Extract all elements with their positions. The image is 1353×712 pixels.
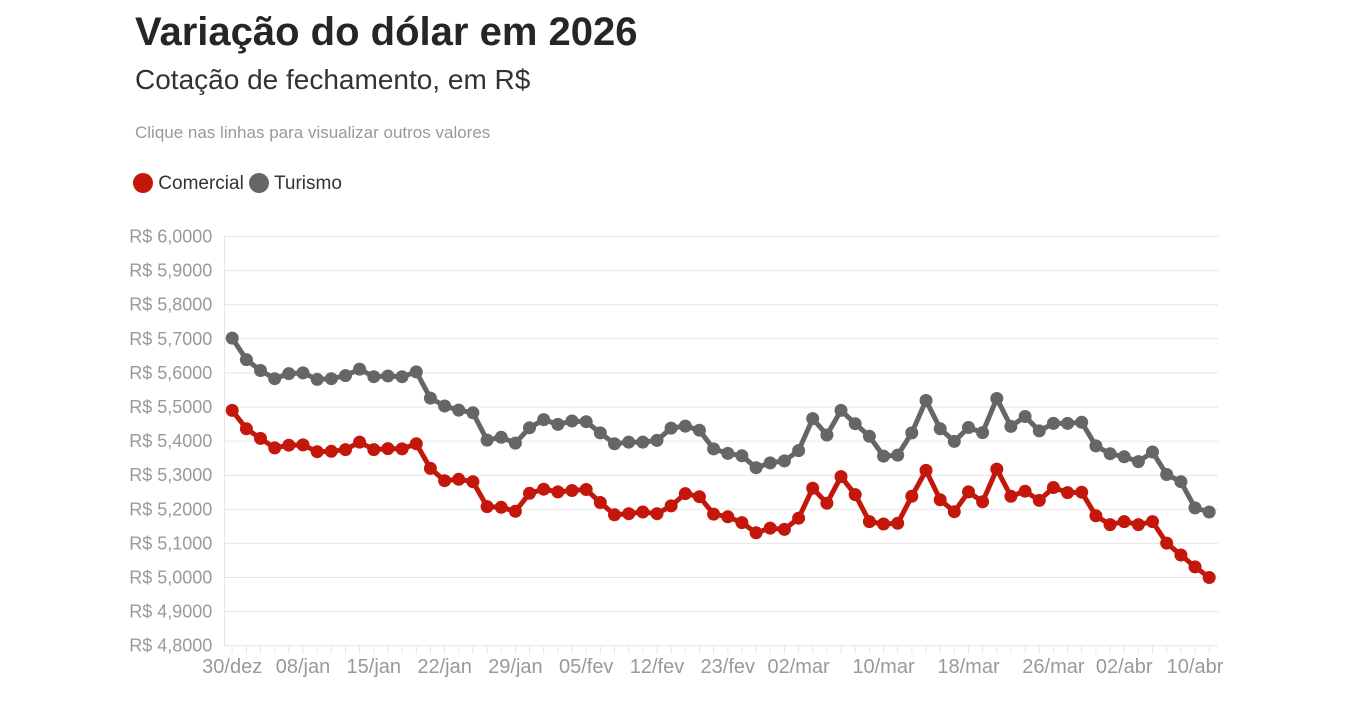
svg-text:R$ 5,2000: R$ 5,2000 bbox=[129, 499, 212, 519]
svg-text:29/jan: 29/jan bbox=[488, 656, 543, 678]
svg-text:R$ 5,4000: R$ 5,4000 bbox=[129, 431, 212, 451]
svg-text:R$ 5,0000: R$ 5,0000 bbox=[129, 568, 212, 588]
svg-text:10/mar: 10/mar bbox=[852, 656, 915, 678]
svg-text:R$ 6,0000: R$ 6,0000 bbox=[129, 227, 212, 247]
svg-text:R$ 5,1000: R$ 5,1000 bbox=[129, 533, 212, 553]
svg-text:02/mar: 02/mar bbox=[767, 656, 830, 678]
svg-text:R$ 5,8000: R$ 5,8000 bbox=[129, 295, 212, 315]
svg-text:18/mar: 18/mar bbox=[937, 656, 1000, 678]
svg-text:R$ 5,3000: R$ 5,3000 bbox=[129, 465, 212, 485]
svg-text:R$ 5,6000: R$ 5,6000 bbox=[129, 363, 212, 383]
svg-text:23/fev: 23/fev bbox=[701, 656, 755, 678]
svg-text:02/abr: 02/abr bbox=[1096, 656, 1153, 678]
svg-text:12/fev: 12/fev bbox=[630, 656, 684, 678]
svg-text:10/abr: 10/abr bbox=[1167, 656, 1224, 678]
svg-text:22/jan: 22/jan bbox=[417, 656, 472, 678]
svg-text:15/jan: 15/jan bbox=[347, 656, 402, 678]
svg-text:R$ 4,9000: R$ 4,9000 bbox=[129, 602, 212, 622]
svg-text:05/fev: 05/fev bbox=[559, 656, 613, 678]
svg-text:08/jan: 08/jan bbox=[276, 656, 331, 678]
svg-text:26/mar: 26/mar bbox=[1022, 656, 1085, 678]
svg-text:30/dez: 30/dez bbox=[202, 656, 262, 678]
svg-text:R$ 5,5000: R$ 5,5000 bbox=[129, 397, 212, 417]
svg-text:R$ 4,8000: R$ 4,8000 bbox=[129, 636, 212, 656]
svg-text:R$ 5,9000: R$ 5,9000 bbox=[129, 261, 212, 281]
svg-text:R$ 5,7000: R$ 5,7000 bbox=[129, 329, 212, 349]
